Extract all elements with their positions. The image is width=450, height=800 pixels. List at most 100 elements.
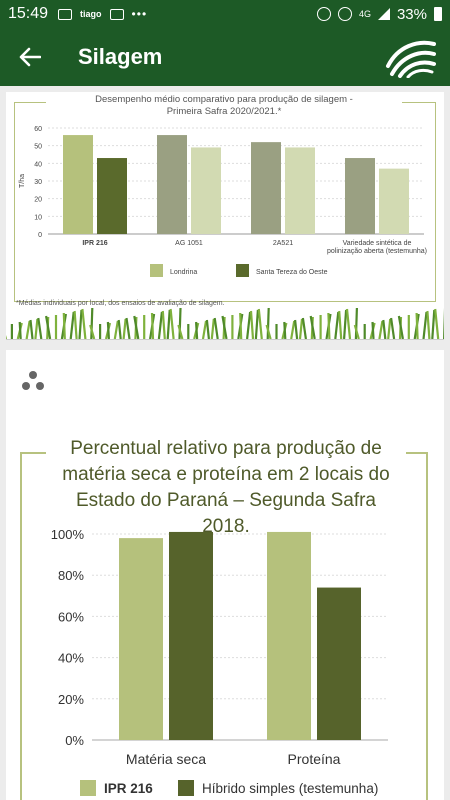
- bar: [379, 168, 409, 234]
- legend-label: Híbrido simples (testemunha): [202, 781, 378, 796]
- grass-blade: [161, 310, 166, 339]
- back-button[interactable]: [0, 28, 60, 86]
- y-tick-label: 0: [38, 232, 42, 239]
- grass-blade: [210, 318, 215, 339]
- y-tick-label: 10: [34, 214, 42, 221]
- carrier-notification-label: tiago: [80, 9, 102, 19]
- grass-blade: [169, 308, 175, 339]
- grass-decoration: [6, 307, 444, 339]
- y-tick-label: 100%: [51, 527, 85, 542]
- grass-blade: [81, 308, 87, 339]
- grass-blade: [45, 315, 52, 339]
- grass-blade: [353, 324, 360, 339]
- y-axis-label: T/ha: [19, 174, 26, 188]
- y-tick-label: 50: [34, 144, 42, 151]
- grass-blade: [371, 321, 375, 339]
- grass-blade: [434, 308, 440, 339]
- bar: [97, 158, 127, 234]
- bar: [191, 147, 221, 234]
- grass-blade: [294, 319, 299, 339]
- y-tick-label: 20: [34, 197, 42, 204]
- y-tick-label: 30: [34, 179, 42, 186]
- grass-blade: [301, 317, 307, 339]
- bar: [119, 538, 163, 740]
- y-tick-label: 20%: [58, 692, 84, 707]
- grass-blade: [426, 310, 431, 339]
- share-button[interactable]: [20, 368, 46, 394]
- grass-blade: [334, 311, 340, 339]
- chart-title: Percentual relativo para produção de mat…: [46, 436, 406, 540]
- silage-yield-chart: 0 10 20 30 40 50 60 T/ha IPR 216 AG 1051 2A521 Vari…: [19, 126, 427, 277]
- grass-blade: [157, 311, 163, 339]
- grass-blade: [338, 310, 343, 339]
- grass-blade: [73, 310, 78, 339]
- y-tick-label: 40%: [58, 651, 84, 666]
- share-icon: [29, 371, 37, 379]
- grass-blade: [354, 307, 358, 339]
- legend-swatch: [178, 780, 194, 796]
- x-tick-label: polinização aberta (testemunha): [327, 248, 427, 255]
- grass-blade: [213, 317, 219, 339]
- image-notification-icon: [58, 8, 73, 20]
- grass-blade: [90, 307, 94, 339]
- page-title: Silagem: [78, 44, 163, 69]
- grass-blade: [89, 324, 96, 339]
- grass-blade: [298, 318, 304, 339]
- grass-blade: [239, 312, 243, 339]
- grass-blade: [69, 311, 75, 339]
- grass-blade: [415, 312, 419, 339]
- grass-blade: [205, 319, 210, 339]
- percentual-chart: 0% 20% 40% 60% 80% 100% Matéria seca Proteína IP…: [51, 527, 388, 796]
- grass-blade: [387, 318, 392, 339]
- grass-blade: [125, 317, 131, 339]
- y-tick-label: 60%: [58, 609, 84, 624]
- grass-blade: [18, 321, 22, 339]
- status-time: 15:49: [8, 5, 49, 22]
- grass-blade: [117, 319, 122, 339]
- gmail-notification-icon: [109, 8, 124, 20]
- grass-blade: [249, 310, 255, 339]
- battery-icon: [434, 7, 442, 21]
- grass-blade: [343, 309, 348, 339]
- legend-label: IPR 216: [104, 781, 153, 796]
- x-tick-label: IPR 216: [82, 240, 107, 247]
- x-tick-label: Matéria seca: [126, 751, 206, 767]
- grass-blade: [201, 320, 208, 339]
- chart-footnote: *Médias individuais por local, dos ensai…: [16, 300, 225, 307]
- x-tick-label: AG 1051: [175, 240, 203, 247]
- grass-blade: [122, 318, 127, 339]
- grass-blade: [166, 309, 171, 339]
- grass-blade: [25, 320, 31, 339]
- alarm-icon: [316, 7, 331, 21]
- app-bar: Silagem: [0, 28, 450, 86]
- grass-blade: [327, 312, 331, 339]
- grass-blade: [78, 309, 83, 339]
- brand-logo-icon: [386, 40, 436, 78]
- grass-blade: [266, 307, 270, 339]
- legend-swatch: [80, 780, 96, 796]
- grass-blade: [195, 321, 199, 339]
- y-tick-label: 60: [34, 126, 42, 133]
- grass-blade: [62, 312, 66, 339]
- grass-blade: [34, 318, 39, 339]
- bar: [251, 142, 281, 234]
- grass-blade: [254, 309, 259, 339]
- bar: [345, 158, 375, 234]
- grass-blade: [177, 324, 184, 339]
- legend-label: Londrina: [170, 269, 197, 276]
- legend-swatch: [236, 264, 249, 277]
- battery-percent: 33%: [396, 5, 427, 23]
- bar: [169, 531, 213, 740]
- y-tick-label: 40: [34, 161, 42, 168]
- grass-blade: [265, 324, 272, 339]
- y-tick-label: 0%: [65, 733, 84, 748]
- grass-blade: [382, 319, 387, 339]
- dry-matter-protein-card: Percentual relativo para produção de mat…: [6, 350, 444, 800]
- silage-yield-card: Desempenho médio comparativo para produç…: [6, 92, 444, 340]
- legend-label: Santa Tereza do Oeste: [256, 269, 328, 276]
- grass-blade: [309, 315, 316, 339]
- more-notifications-icon: •••: [131, 7, 148, 21]
- grass-blade: [290, 320, 296, 339]
- grass-blade: [106, 321, 110, 339]
- grass-blade: [422, 311, 428, 339]
